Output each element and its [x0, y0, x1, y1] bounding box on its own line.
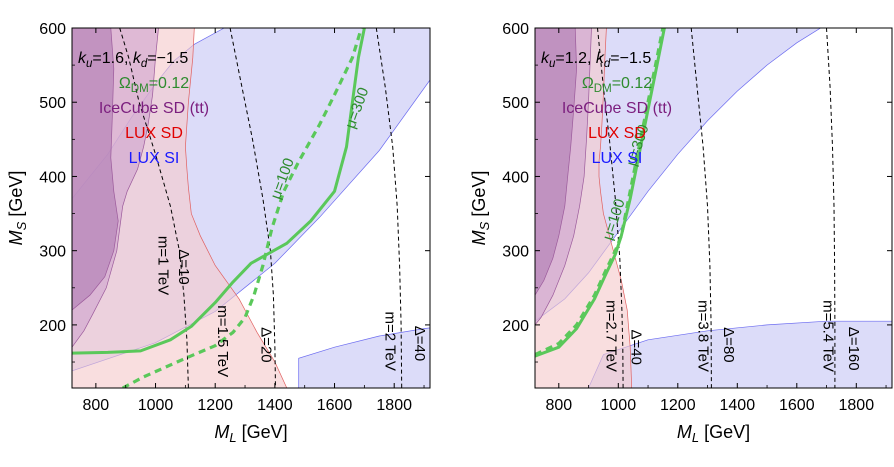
x-tick-label: 1600 — [317, 397, 353, 414]
plot-frame — [534, 27, 893, 389]
y-tick-label: 600 — [502, 21, 529, 38]
curve-m-5.4-TeV — [826, 28, 836, 388]
x-tick-label: 1400 — [720, 397, 756, 414]
x-tick-label: 800 — [545, 397, 572, 414]
legend-item: LUX SD — [588, 125, 646, 142]
x-tick-label: 1400 — [257, 397, 293, 414]
region-icecube-sd-dark — [535, 28, 577, 296]
y-tick-label: 500 — [39, 95, 66, 112]
x-tick-label: 1600 — [779, 397, 815, 414]
annotation-label: Δ=20 — [257, 327, 274, 362]
annotation-label: m=1 TeV — [155, 236, 172, 295]
y-tick-label: 200 — [39, 318, 66, 335]
y-tick-label: 400 — [502, 169, 529, 186]
x-tick-label: 1000 — [138, 397, 174, 414]
annotation-label: m=3.8 TeV — [695, 300, 712, 372]
chart-panel-2: m=2.7 TeV Δ=40 m=3.8 TeV Δ=80 m=5.4 TeV Δ=160… — [469, 21, 893, 445]
y-axis-label: MS​ [GeV] — [6, 171, 29, 246]
y-tick-label: 600 — [39, 21, 66, 38]
annotation-label: Δ=80 — [720, 327, 737, 362]
y-tick-label: 500 — [502, 95, 529, 112]
legend-item: IceCube SD (tt) — [99, 100, 209, 117]
plot-frame — [71, 27, 431, 389]
annotation-label: m=1.5 TeV — [214, 305, 231, 377]
x-tick-label: 1000 — [601, 397, 637, 414]
y-tick-label: 400 — [39, 169, 66, 186]
legend-item: ku​=1.2, kd​=−1.5 — [541, 50, 651, 70]
x-tick-label: 1200 — [660, 397, 696, 414]
x-axis-label: ML​ [GeV] — [677, 422, 750, 445]
curve-m-3.8-TeV — [690, 28, 712, 388]
annotation-label: m=2.7 TeV — [602, 300, 619, 372]
x-tick-label: 1800 — [839, 397, 875, 414]
annotation-label: Δ=10 — [175, 249, 192, 284]
legend-item: ku​=1.6, kd​=−1.5 — [78, 50, 188, 70]
x-tick-label: 800 — [83, 397, 110, 414]
annotation-label: m=5.4 TeV — [820, 300, 837, 372]
annotation-label: Δ=160 — [845, 327, 862, 371]
chart-panel-1: m=1 TeV Δ=10m=1.5 TeV Δ=20 m=2 TeV Δ=40μ=100… — [6, 21, 431, 445]
region-icecube-sd-dark — [72, 28, 119, 311]
annotation-label: Δ=40 — [628, 329, 645, 364]
region-lux-si-lower — [298, 327, 430, 388]
legend-item: LUX SD — [125, 125, 183, 142]
curve--100 — [121, 28, 363, 388]
y-tick-label: 300 — [502, 244, 529, 261]
x-tick-label: 1800 — [376, 397, 412, 414]
y-tick-label: 200 — [502, 318, 529, 335]
legend-item: LUX SI — [592, 150, 643, 167]
curve-m-1-TeV — [119, 28, 189, 388]
plot-area: m=1 TeV Δ=10m=1.5 TeV Δ=20 m=2 TeV Δ=40μ=100… — [72, 28, 430, 388]
annotation-label: Δ=40 — [411, 326, 428, 361]
legend-item: IceCube SD (tt) — [562, 100, 672, 117]
y-axis-label: MS​ [GeV] — [469, 171, 492, 246]
y-tick-label: 300 — [39, 244, 66, 261]
legend-item: LUX SI — [129, 150, 180, 167]
plot-area: m=2.7 TeV Δ=40 m=3.8 TeV Δ=80 m=5.4 TeV Δ=160… — [535, 28, 892, 388]
curve--300 — [535, 28, 666, 358]
legend-item: ΩDM​=0.12 — [582, 75, 652, 95]
x-axis-label: ML​ [GeV] — [214, 422, 287, 445]
x-tick-label: 1200 — [197, 397, 233, 414]
annotation-label: m=2 TeV — [381, 312, 398, 371]
curve--300 — [72, 28, 366, 355]
legend-item: ΩDM​=0.12 — [119, 75, 189, 95]
